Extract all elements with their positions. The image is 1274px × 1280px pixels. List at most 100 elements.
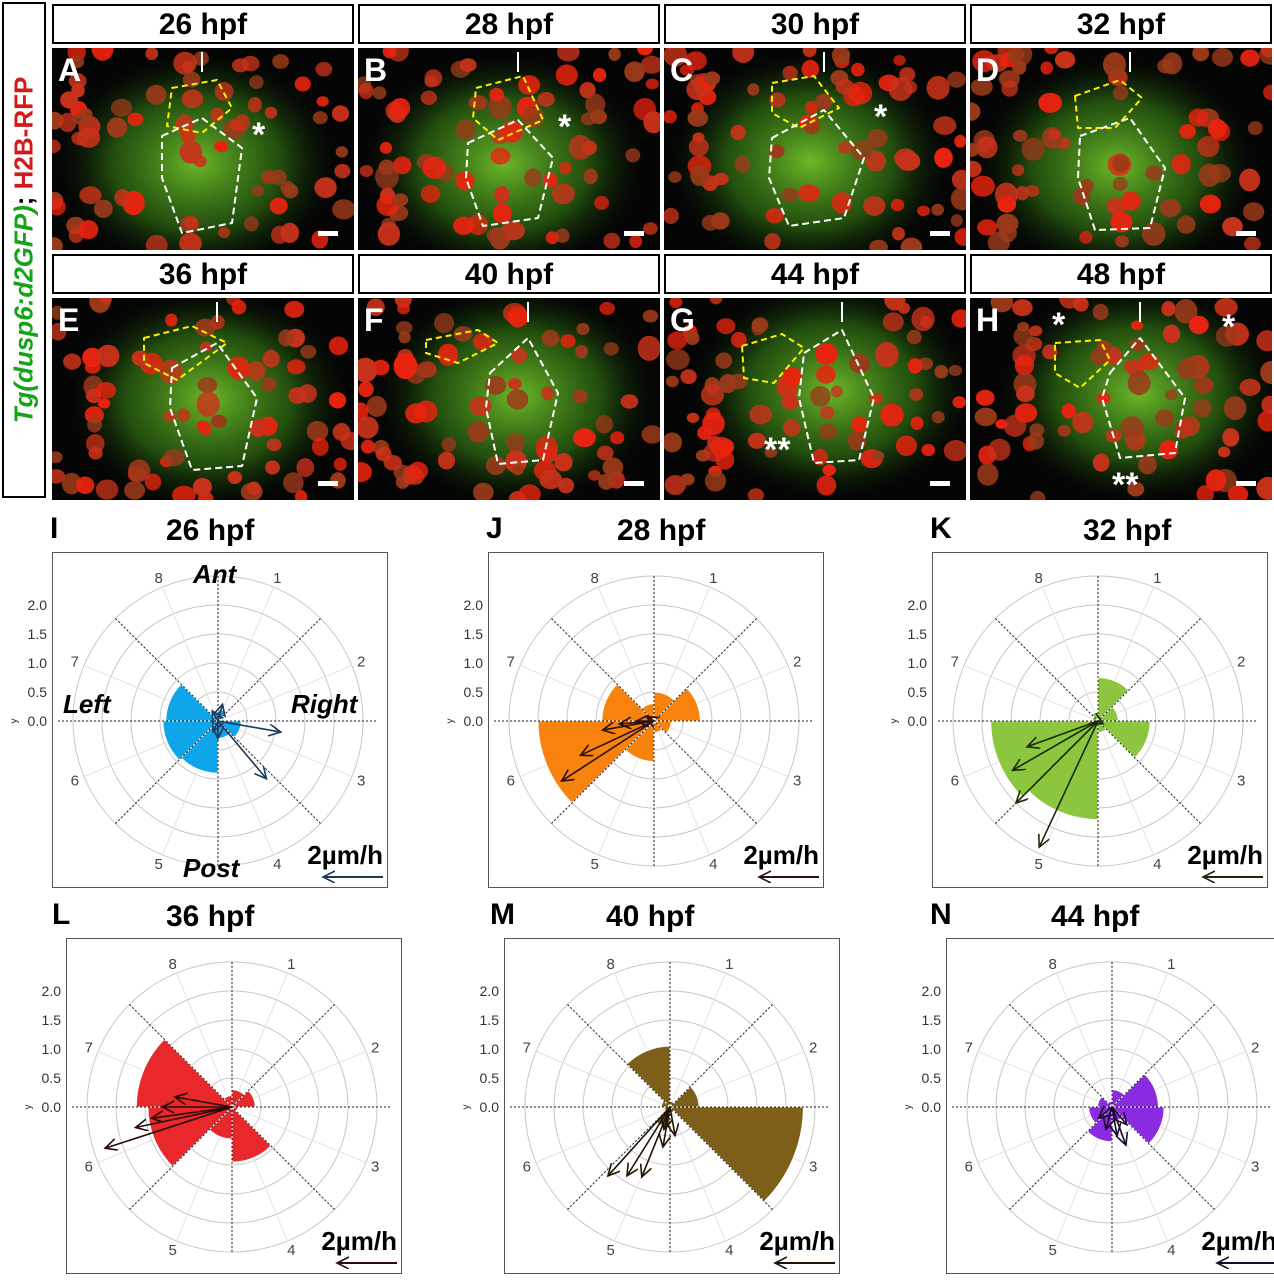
micrograph-time-header: 36 hpf xyxy=(52,254,354,294)
polar-plot: 1 2 3 4 5 6 7 8 0.0 0.5 1.0 1.5 2.0 y xyxy=(445,570,819,889)
micrograph-panel-a: A * xyxy=(52,48,354,250)
micrograph-image xyxy=(52,48,354,250)
grid-spoke xyxy=(231,1106,367,1163)
velocity-arrow xyxy=(1016,720,1099,803)
rose-sector xyxy=(1027,719,1099,821)
micrograph-image xyxy=(974,298,1272,500)
grid-spoke xyxy=(977,1051,1113,1108)
y-axis-name: y xyxy=(445,719,456,724)
scale-bar xyxy=(1236,481,1256,486)
y-tick-label: 1.0 xyxy=(908,655,928,671)
micrograph-time-header: 32 hpf xyxy=(970,4,1272,44)
y-axis-name: y xyxy=(903,1105,914,1110)
annotation-asterisk: * xyxy=(1052,306,1066,344)
micrograph-image xyxy=(970,48,1272,250)
scale-bar xyxy=(930,481,950,486)
grid-spoke xyxy=(231,972,288,1108)
sector-label: 7 xyxy=(951,654,959,671)
chart-panel-letter: M xyxy=(490,898,515,931)
y-axis-name: y xyxy=(23,1105,34,1110)
annotation-asterisk: * xyxy=(252,116,266,154)
reporter-label: H2B-RFP xyxy=(8,76,39,190)
chart-title: 36 hpf xyxy=(166,900,255,933)
chart-title: 28 hpf xyxy=(617,514,706,547)
y-tick-label: 1.5 xyxy=(922,1012,942,1028)
velocity-arrow xyxy=(212,711,218,721)
rose-sector xyxy=(537,720,656,804)
sector-label: 1 xyxy=(1167,956,1175,973)
grid-spoke xyxy=(231,1051,367,1108)
sector-label: 1 xyxy=(709,570,717,587)
scale-bar xyxy=(1236,231,1256,236)
scale-bar xyxy=(624,481,644,486)
y-tick-label: 0.5 xyxy=(28,684,48,700)
sector-label: 3 xyxy=(793,772,801,789)
sector-label: 8 xyxy=(1035,570,1043,587)
grid-spoke xyxy=(1097,665,1233,722)
micrograph-image xyxy=(358,48,660,250)
vertical-label-box: Tg(dusp6:d2GFP); H2B-RFP xyxy=(2,2,46,498)
rose-sector xyxy=(1107,1100,1113,1109)
sector-label: 6 xyxy=(85,1158,93,1175)
sector-label: 5 xyxy=(591,856,599,873)
sector-label: 8 xyxy=(169,956,177,973)
grid-spoke xyxy=(653,720,789,777)
velocity-arrow xyxy=(217,720,281,732)
chart-title: 40 hpf xyxy=(606,900,695,933)
velocity-arrow xyxy=(105,1106,233,1148)
y-tick-label: 2.0 xyxy=(28,597,48,613)
y-tick-label: 0.5 xyxy=(464,684,484,700)
velocity-arrow xyxy=(1039,720,1099,847)
y-tick-label: 1.5 xyxy=(480,1012,500,1028)
sector-label: 8 xyxy=(591,570,599,587)
y-tick-label: 1.5 xyxy=(28,626,48,642)
micrograph-panel-d: D xyxy=(970,48,1272,250)
grid-spoke xyxy=(963,665,1099,722)
sector-label: 8 xyxy=(607,956,615,973)
sector-label: 4 xyxy=(1167,1242,1175,1259)
y-tick-label: 0.5 xyxy=(42,1070,62,1086)
grid-spoke xyxy=(977,1106,1113,1163)
grid-spoke xyxy=(217,720,353,777)
polar-plot: 1 2 3 4 5 6 7 8 0.0 0.5 1.0 1.5 2.0 y xyxy=(461,956,835,1275)
micrograph-panel-b: B * xyxy=(358,48,660,250)
y-tick-label: 2.0 xyxy=(42,983,62,999)
velocity-arrow xyxy=(664,1106,670,1129)
y-tick-label: 0.0 xyxy=(28,713,48,729)
velocity-arrow xyxy=(1027,720,1099,747)
rose-sector xyxy=(652,687,701,722)
micrograph-letter: F xyxy=(364,302,384,338)
sector-label: 2 xyxy=(371,1040,379,1057)
y-tick-label: 0.0 xyxy=(908,713,928,729)
sector-label: 1 xyxy=(287,956,295,973)
sector-label: 5 xyxy=(155,856,163,873)
polar-chart-j: 1 2 3 4 5 6 7 8 0.0 0.5 1.0 1.5 2.0 y 2µm/h xyxy=(445,552,824,889)
sector-label: 4 xyxy=(709,856,717,873)
velocity-arrow xyxy=(1098,721,1103,724)
micrograph-time-header: 28 hpf xyxy=(358,4,660,44)
y-tick-label: 2.0 xyxy=(480,983,500,999)
velocity-arrow xyxy=(136,1106,233,1128)
micrograph-time-header: 30 hpf xyxy=(664,4,966,44)
sector-label: 5 xyxy=(1049,1242,1057,1259)
annotation-asterisk: * xyxy=(874,98,888,136)
micrograph-panel-e: E xyxy=(52,298,354,500)
y-axis-name: y xyxy=(9,719,20,724)
y-tick-label: 1.5 xyxy=(464,626,484,642)
polar-chart-k: 1 2 3 4 5 6 7 8 0.0 0.5 1.0 1.5 2.0 y 2µm/h xyxy=(889,552,1268,888)
transgene-label: Tg(dusp6:d2GFP) xyxy=(8,205,39,424)
velocity-arrow xyxy=(562,720,655,781)
scale-label: 2µm/h xyxy=(743,840,819,870)
grid-spoke xyxy=(535,1051,671,1108)
micrograph-time-header: 40 hpf xyxy=(358,254,660,294)
chart-title: 44 hpf xyxy=(1051,900,1140,933)
sector-label: 2 xyxy=(793,654,801,671)
sector-label: 6 xyxy=(965,1158,973,1175)
polar-plot: 1 2 3 4 5 6 7 8 0.0 0.5 1.0 1.5 2.0 y xyxy=(9,570,383,889)
chart-title: 26 hpf xyxy=(166,514,255,547)
grid-spoke xyxy=(669,972,726,1108)
grid-spoke xyxy=(162,586,219,722)
micrograph-image xyxy=(664,48,966,250)
micrograph-image xyxy=(664,298,966,500)
micrograph-letter: H xyxy=(976,302,1000,338)
